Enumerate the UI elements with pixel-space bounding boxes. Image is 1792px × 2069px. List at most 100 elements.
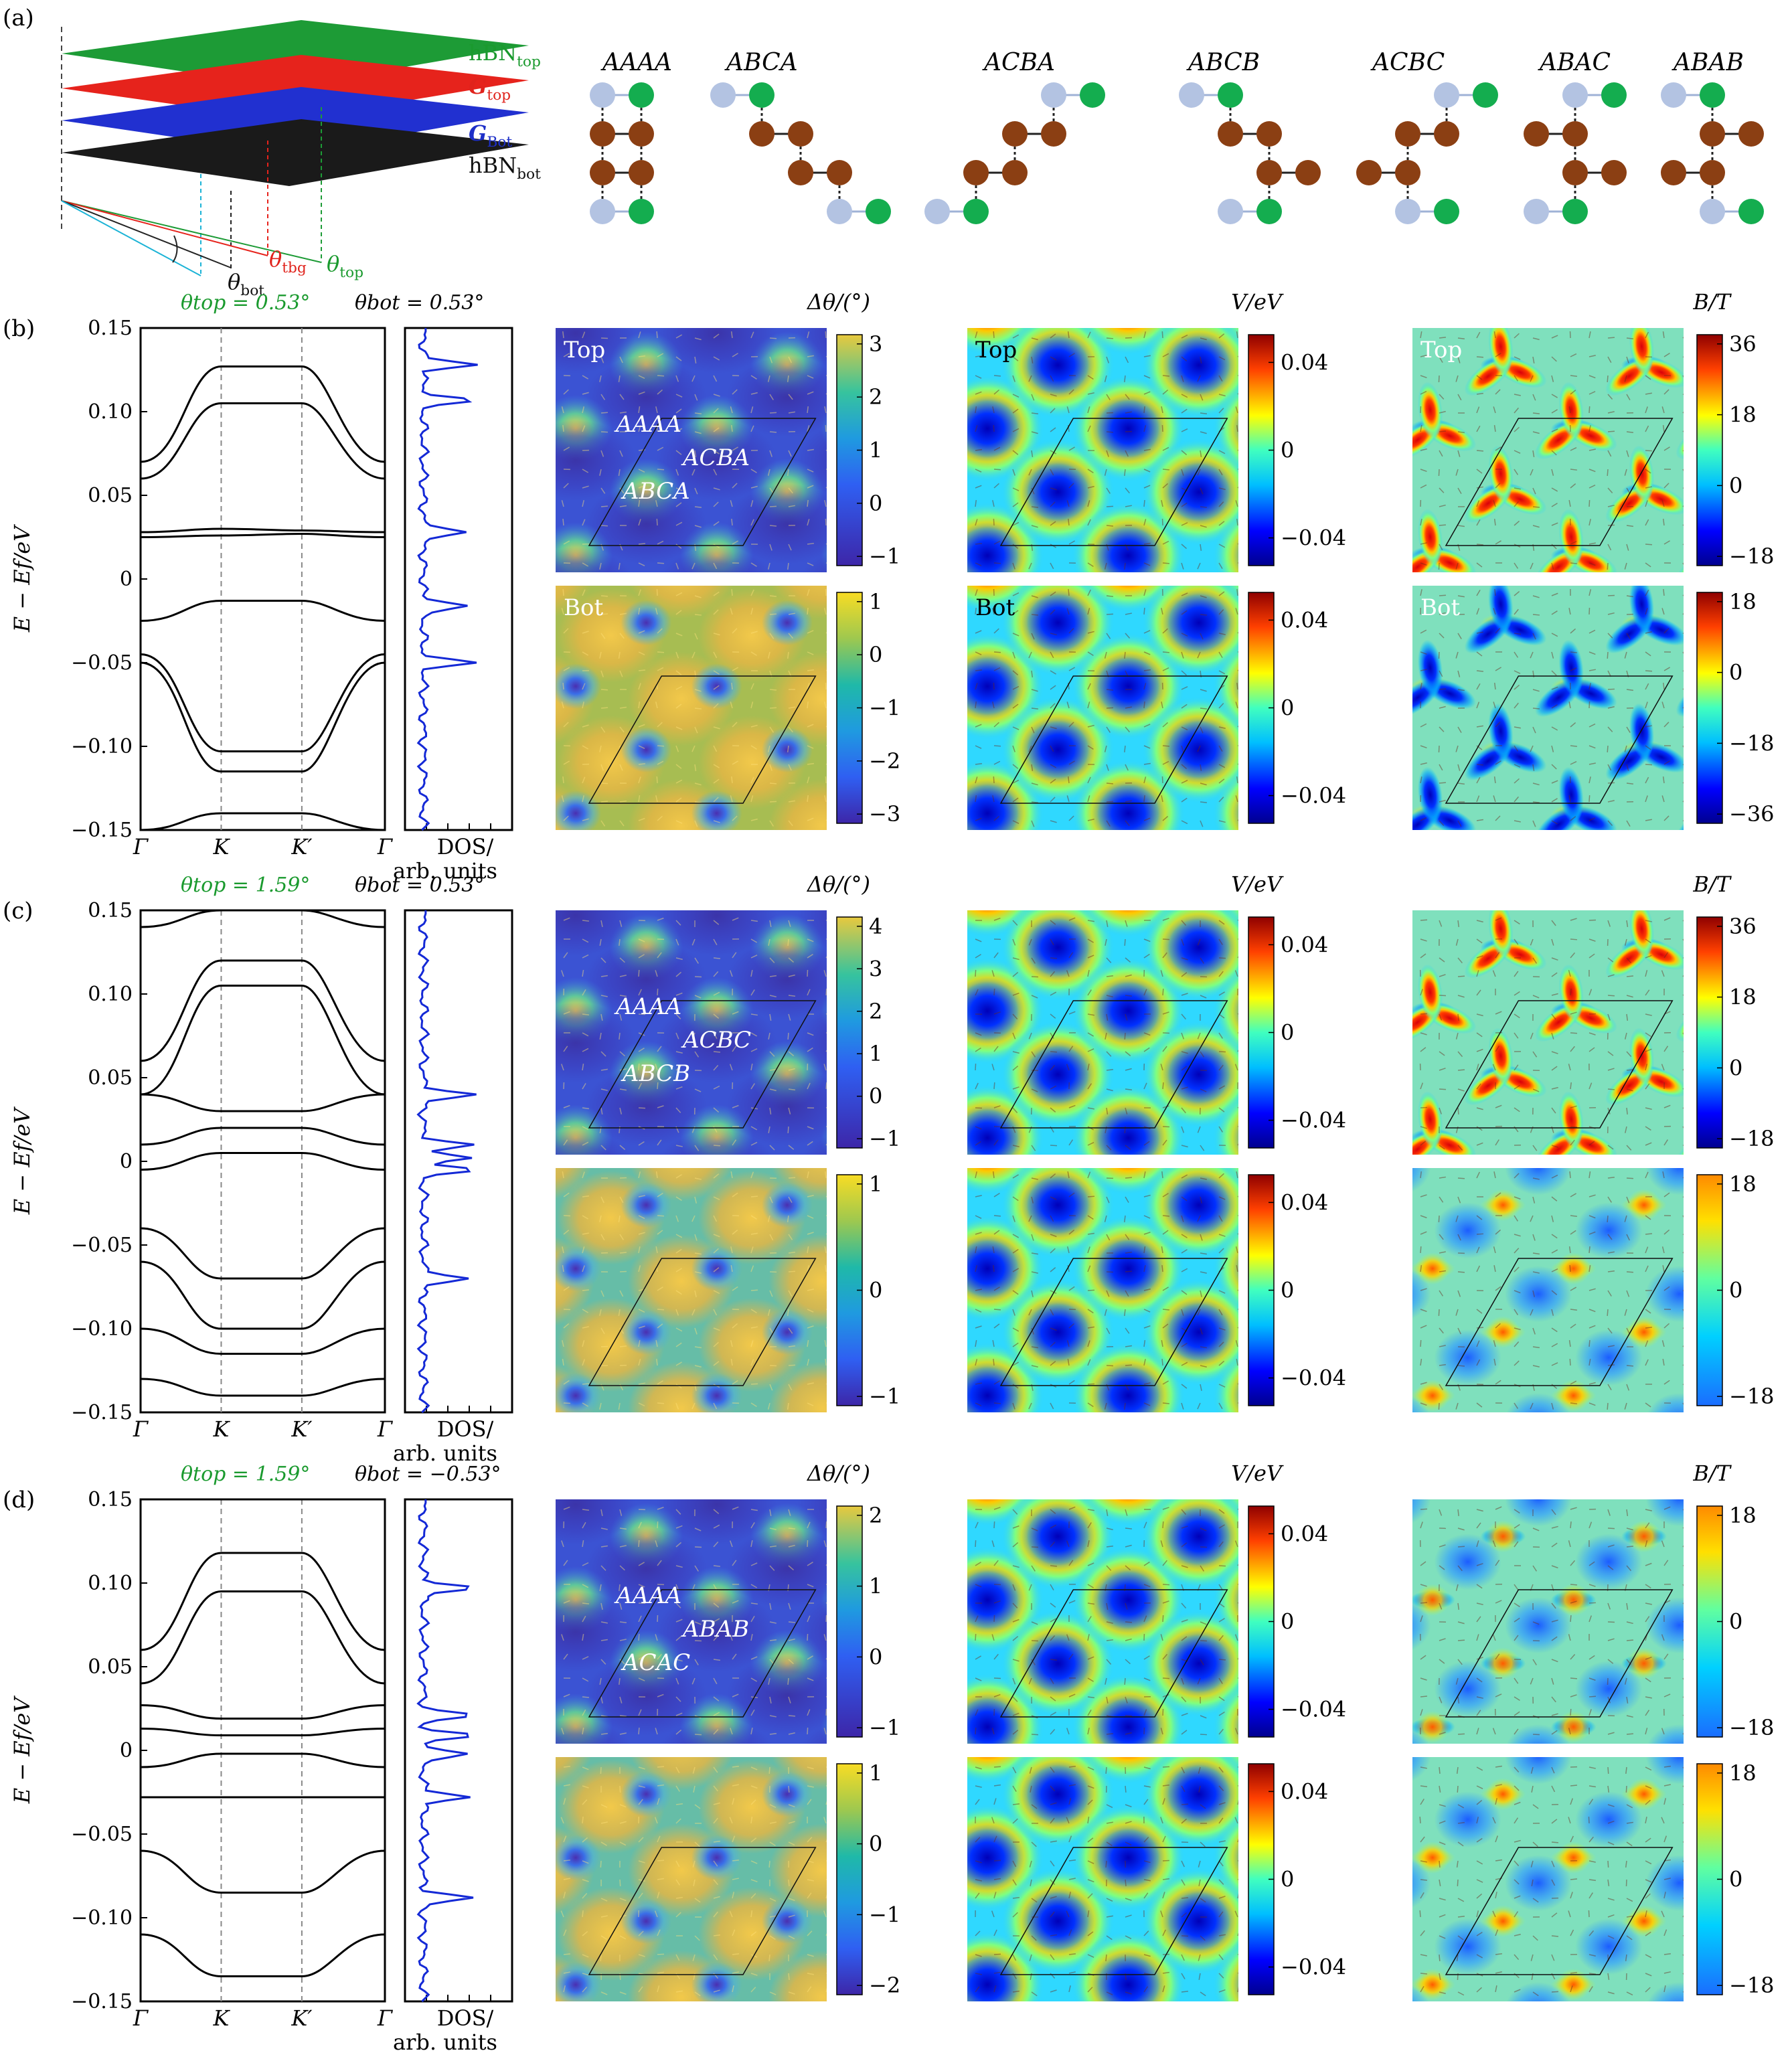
cbar-label: −0.04 bbox=[1281, 783, 1346, 809]
field-spot bbox=[1485, 1647, 1520, 1679]
potential-min bbox=[880, 459, 954, 525]
angle-label-tbg: θtbg bbox=[269, 246, 307, 276]
stacking-abab: ABAB bbox=[1661, 49, 1764, 224]
xtick-label: K′ bbox=[291, 834, 313, 859]
field-lobe bbox=[1344, 317, 1375, 376]
nitrogen-atom bbox=[629, 82, 654, 108]
cbar-label: 1 bbox=[869, 438, 882, 463]
nitrogen-atom bbox=[866, 199, 891, 224]
boron-atom bbox=[827, 199, 852, 224]
cbar-label: −0.04 bbox=[1281, 1697, 1346, 1722]
field-spot bbox=[1556, 1584, 1591, 1616]
potential-min bbox=[1021, 2015, 1094, 2066]
potential-min bbox=[1162, 331, 1236, 398]
cbar-label: −18 bbox=[1729, 730, 1775, 756]
twist-pit bbox=[691, 663, 742, 709]
field-spot bbox=[1627, 1778, 1661, 1810]
field-domain bbox=[1505, 1470, 1572, 1526]
cbar-label: 0 bbox=[1281, 438, 1294, 463]
potential-min bbox=[1021, 716, 1094, 783]
field-lobe bbox=[1344, 444, 1375, 503]
field-spot bbox=[1345, 1905, 1380, 1937]
field-domain bbox=[1364, 1470, 1431, 1526]
field-spot bbox=[1345, 1647, 1380, 1679]
row-b: (b)θtop = 0.53°θbot = 0.53°0.150.100.050… bbox=[3, 248, 1792, 914]
xtick-label: Γ bbox=[133, 2005, 149, 2031]
twist-pit bbox=[762, 1898, 813, 1944]
stacking-abcb: ABCB bbox=[1179, 49, 1321, 224]
field-lobe bbox=[1489, 862, 1550, 906]
nitrogen-atom bbox=[1218, 82, 1243, 108]
potential-min bbox=[1092, 522, 1165, 589]
twist-pit bbox=[691, 791, 742, 836]
theta-top-label: θtop = 1.59° bbox=[181, 874, 310, 897]
nitrogen-atom bbox=[629, 199, 654, 224]
twist-pit bbox=[762, 1436, 813, 1482]
colorbar bbox=[1697, 592, 1722, 823]
band bbox=[141, 404, 385, 479]
map-label: Bot bbox=[1420, 594, 1460, 621]
field-side bbox=[1551, 1463, 1597, 1482]
field-lobe bbox=[1349, 604, 1410, 649]
potential-min bbox=[1162, 1426, 1236, 1493]
band-curves bbox=[141, 1499, 385, 1977]
field-side bbox=[1763, 938, 1792, 957]
band bbox=[141, 1729, 385, 1736]
field-domain bbox=[1716, 1791, 1783, 1847]
potential-min bbox=[1021, 1426, 1094, 1493]
field-lobe bbox=[1344, 1153, 1375, 1212]
ytick-label: 0 bbox=[120, 1739, 133, 1762]
cbar-label: −36 bbox=[1729, 801, 1775, 827]
cbar-label: −18 bbox=[1729, 1973, 1775, 1998]
cbar-label: −0.04 bbox=[1281, 1108, 1346, 1133]
field-spot bbox=[1485, 1778, 1520, 1810]
band bbox=[141, 1153, 385, 1170]
nitrogen-atom bbox=[749, 82, 775, 108]
panel-label-a: (a) bbox=[3, 5, 34, 31]
dos-label: DOS/ bbox=[437, 1416, 494, 1442]
nitrogen-atom bbox=[1473, 82, 1498, 108]
cbar-label: 36 bbox=[1729, 914, 1757, 939]
potential-min bbox=[880, 1168, 954, 1235]
potential-min bbox=[1092, 395, 1165, 462]
potential-min bbox=[880, 914, 954, 981]
field-spot bbox=[1627, 1443, 1661, 1475]
cbar-label: 0 bbox=[1281, 1020, 1294, 1046]
cbar-label: 0 bbox=[1281, 695, 1294, 721]
boron-atom bbox=[1524, 199, 1549, 224]
potential-min bbox=[880, 843, 954, 910]
ytick-label: −0.10 bbox=[71, 735, 133, 758]
cbar-label: −1 bbox=[869, 1715, 900, 1740]
row-d: (d)θtop = 1.59°θbot = −0.53°0.150.100.05… bbox=[3, 1419, 1792, 2066]
field-spot bbox=[1556, 1252, 1591, 1285]
field-lobe bbox=[1485, 829, 1516, 888]
potential-min bbox=[1021, 331, 1094, 398]
field-spot bbox=[1485, 1520, 1520, 1552]
potential-min bbox=[1021, 1888, 1094, 1955]
potential-min bbox=[880, 1760, 954, 1827]
cbar-label: −1 bbox=[869, 1384, 900, 1409]
twist-pit bbox=[550, 1835, 601, 1880]
cbar-label: 3 bbox=[869, 956, 882, 981]
cbar-label: −0.04 bbox=[1281, 525, 1346, 551]
cbar-label: 18 bbox=[1729, 1760, 1757, 1786]
cbar-label: 0 bbox=[869, 1278, 882, 1303]
cbar-label: −0.04 bbox=[1281, 1365, 1346, 1391]
potential-min bbox=[951, 1362, 1024, 1429]
ytick-label: −0.15 bbox=[71, 1401, 133, 1424]
xtick-label: Γ bbox=[377, 1416, 394, 1442]
field-lobe bbox=[1344, 701, 1375, 760]
ytick-label: 0.10 bbox=[88, 400, 133, 424]
stacking-title: ABAC bbox=[1538, 49, 1611, 76]
cbar-label: 0 bbox=[869, 1831, 882, 1857]
band-curves bbox=[141, 910, 385, 1396]
band bbox=[141, 1934, 385, 1977]
twist-spot bbox=[469, 331, 542, 398]
field-side bbox=[1410, 292, 1455, 311]
field-domain bbox=[1716, 1202, 1783, 1258]
field-domain bbox=[1716, 1534, 1783, 1590]
twist-pit bbox=[550, 663, 601, 709]
field-title: B/T bbox=[1692, 1461, 1732, 1486]
ytick-label: 0 bbox=[120, 1150, 133, 1173]
